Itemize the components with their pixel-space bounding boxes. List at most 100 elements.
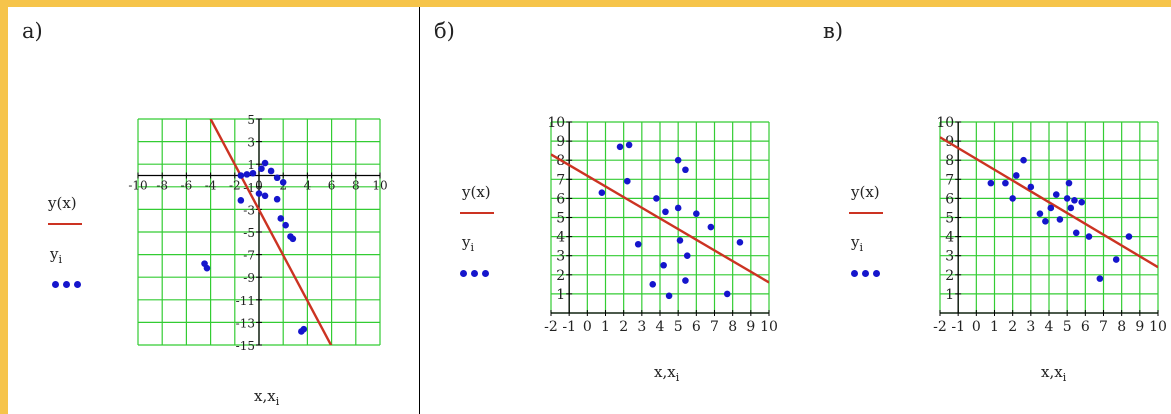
data-point bbox=[282, 221, 289, 229]
x-axis-label: x,xi bbox=[654, 363, 680, 384]
x-tick-label: 6 bbox=[328, 179, 336, 193]
data-point bbox=[616, 143, 624, 151]
data-point bbox=[693, 210, 700, 217]
x-tick-label: 8 bbox=[352, 179, 360, 193]
data-point bbox=[682, 166, 689, 174]
y-tick-label: 1 bbox=[556, 287, 565, 303]
chart-b: -2-101234567891012345678910 bbox=[544, 115, 778, 335]
data-point bbox=[1067, 204, 1075, 212]
x-tick-label: 0 bbox=[583, 319, 592, 335]
y-tick-label: 7 bbox=[556, 172, 565, 188]
y-tick-label: -1 bbox=[243, 181, 255, 195]
panel-divider bbox=[419, 7, 420, 414]
data-point bbox=[1052, 191, 1060, 198]
legend-points-label: yi bbox=[50, 245, 63, 266]
data-point bbox=[676, 237, 684, 244]
x-tick-label: -1 bbox=[562, 319, 576, 335]
panel-a: а) y(x) yi x,xi -10-8-6-4-20246810531-1-… bbox=[8, 7, 419, 414]
y-tick-label: 9 bbox=[556, 134, 565, 150]
legend-dots-swatch bbox=[460, 262, 493, 281]
x-tick-label: 7 bbox=[1099, 319, 1108, 335]
x-tick-label: 7 bbox=[710, 319, 719, 335]
data-point bbox=[674, 156, 682, 164]
data-point bbox=[289, 235, 297, 243]
y-tick-label: 4 bbox=[556, 230, 565, 246]
data-point bbox=[261, 159, 269, 167]
grid bbox=[939, 121, 1159, 314]
data-point bbox=[273, 174, 281, 182]
x-tick-label: -6 bbox=[181, 179, 193, 193]
data-point bbox=[1112, 256, 1120, 263]
x-tick-label: 8 bbox=[728, 319, 737, 335]
data-point bbox=[237, 172, 245, 179]
data-point bbox=[674, 204, 682, 212]
data-point bbox=[1020, 156, 1027, 164]
data-point bbox=[300, 325, 308, 333]
x-tick-label: -10 bbox=[128, 179, 147, 193]
data-point bbox=[1013, 172, 1020, 179]
y-tick-label: 5 bbox=[556, 211, 565, 227]
y-tick-label: 1 bbox=[945, 287, 954, 303]
x-tick-label: 4 bbox=[304, 179, 312, 193]
x-tick-label: 2 bbox=[619, 319, 628, 335]
data-point bbox=[267, 167, 275, 175]
data-point bbox=[261, 192, 269, 200]
x-tick-label: 9 bbox=[746, 319, 755, 335]
data-point bbox=[1072, 229, 1080, 237]
y-tick-label: 6 bbox=[556, 191, 565, 207]
y-tick-label: 3 bbox=[556, 249, 565, 265]
y-tick-label: -7 bbox=[243, 249, 255, 263]
y-tick-label: -9 bbox=[243, 271, 255, 285]
data-point bbox=[243, 171, 251, 178]
data-point bbox=[1047, 204, 1055, 212]
x-tick-label: 6 bbox=[1081, 319, 1090, 335]
data-point bbox=[634, 240, 642, 248]
legend-func-label: y(x) bbox=[48, 194, 77, 212]
data-point bbox=[1065, 179, 1073, 187]
data-point bbox=[987, 179, 995, 187]
panel-letter: б) bbox=[434, 19, 455, 43]
data-point bbox=[625, 141, 633, 149]
data-point bbox=[723, 290, 731, 298]
data-point bbox=[662, 208, 669, 216]
legend-points-label: yi bbox=[851, 233, 864, 254]
data-point bbox=[707, 223, 715, 231]
legend-line-swatch bbox=[849, 212, 883, 214]
data-point bbox=[1027, 183, 1035, 191]
data-point bbox=[653, 195, 660, 202]
x-tick-label: -1 bbox=[951, 319, 965, 335]
x-tick-label: 10 bbox=[1149, 319, 1167, 335]
panel-letter: в) bbox=[823, 19, 844, 43]
data-point bbox=[598, 189, 606, 196]
x-axis-label: x,xi bbox=[254, 387, 280, 408]
x-tick-label: 10 bbox=[760, 319, 778, 335]
data-point bbox=[683, 252, 691, 259]
data-point bbox=[736, 239, 744, 246]
data-point bbox=[682, 277, 689, 284]
chart-a: -10-8-6-4-20246810531-1-3-5-7-9-11-13-15 bbox=[128, 113, 387, 353]
legend-dots-swatch bbox=[52, 273, 85, 292]
x-tick-label: 10 bbox=[372, 179, 387, 193]
y-tick-label: -5 bbox=[243, 226, 255, 240]
x-tick-label: -8 bbox=[156, 179, 168, 193]
grid bbox=[550, 121, 770, 314]
data-point bbox=[1125, 233, 1133, 240]
y-tick-label: 3 bbox=[945, 249, 954, 265]
data-point bbox=[258, 165, 265, 173]
data-point bbox=[624, 177, 631, 185]
legend-line-swatch bbox=[48, 223, 82, 225]
x-tick-label: -2 bbox=[229, 179, 241, 193]
data-point bbox=[1096, 275, 1104, 282]
y-tick-label: 5 bbox=[247, 113, 255, 127]
y-tick-label: 10 bbox=[936, 115, 954, 131]
x-tick-label: 0 bbox=[255, 179, 263, 193]
data-point bbox=[1036, 210, 1044, 217]
legend-dots-swatch bbox=[851, 262, 884, 281]
y-tick-label: -3 bbox=[243, 203, 255, 217]
data-point bbox=[277, 215, 285, 222]
regression-line bbox=[209, 119, 333, 345]
regression-line bbox=[940, 136, 1158, 269]
x-tick-label: -2 bbox=[933, 319, 947, 335]
x-axis-label: x,xi bbox=[1041, 363, 1067, 384]
data-point bbox=[1042, 218, 1049, 225]
